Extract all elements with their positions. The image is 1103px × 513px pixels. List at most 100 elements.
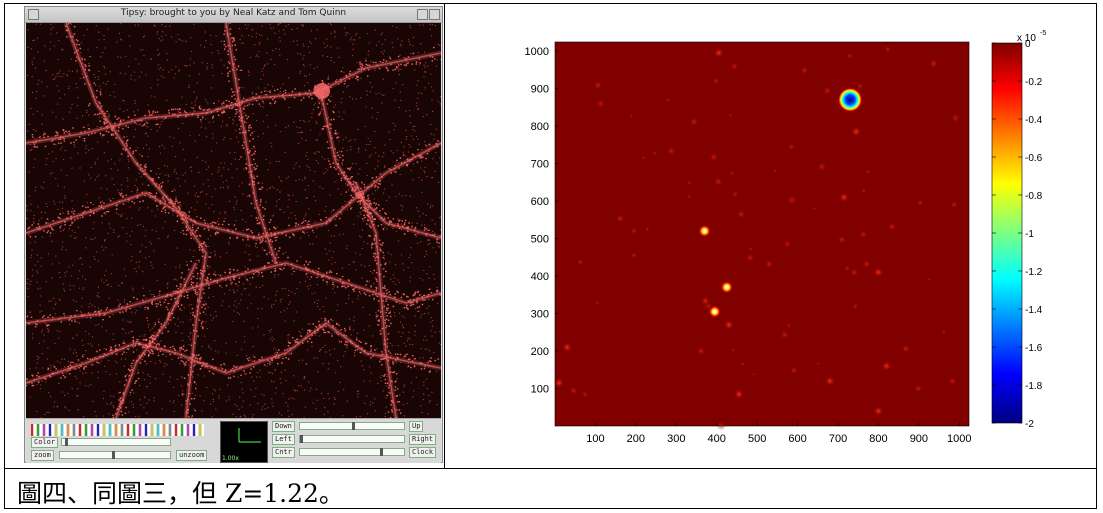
maximize-icon[interactable] (429, 9, 440, 20)
color-swatch[interactable] (88, 424, 90, 436)
color-swatch[interactable] (52, 424, 54, 436)
noise-blob (686, 180, 693, 186)
color-swatch[interactable] (73, 424, 75, 436)
simulation-view[interactable] (26, 23, 441, 418)
left-right-knob[interactable] (300, 435, 303, 443)
window-menu-icon[interactable] (28, 9, 39, 20)
color-swatch[interactable] (43, 424, 45, 436)
tipsy-window: Tipsy: brought to you by Neal Katz and T… (24, 6, 443, 463)
cntr-button[interactable]: Cntr (272, 447, 295, 458)
color-swatch[interactable] (172, 424, 174, 436)
filament-core (320, 92, 441, 239)
left-right-slider[interactable] (299, 435, 405, 443)
color-swatch[interactable] (103, 424, 105, 436)
clock-button[interactable]: Clock (409, 447, 437, 458)
left-button[interactable]: Left (272, 434, 295, 445)
color-swatch[interactable] (187, 424, 189, 436)
color-swatch[interactable] (121, 424, 123, 436)
noise-blob (800, 66, 809, 75)
right-button[interactable]: Right (409, 434, 437, 445)
colorbar-tick-label: -1.4 (1025, 305, 1043, 316)
window-titlebar[interactable]: Tipsy: brought to you by Neal Katz and T… (25, 7, 442, 23)
color-swatch[interactable] (85, 424, 87, 436)
density-chart: 100 200 300 400 500 600 700 800 900 1000 100 200 300… (510, 18, 1100, 448)
noise-blob (927, 277, 932, 282)
noise-blob (928, 58, 939, 69)
color-swatch[interactable] (112, 424, 114, 436)
color-swatch[interactable] (61, 424, 63, 436)
color-swatch[interactable] (193, 424, 195, 436)
zoom-slider-knob[interactable] (112, 451, 115, 459)
colorbar-tick-label: -0.6 (1025, 153, 1043, 164)
color-swatch[interactable] (142, 424, 144, 436)
zoom-slider[interactable] (59, 451, 171, 459)
color-swatch[interactable] (184, 424, 186, 436)
colormap-strip[interactable] (31, 421, 207, 436)
color-swatch[interactable] (97, 424, 99, 436)
color-swatch[interactable] (190, 424, 192, 436)
up-down-slider[interactable] (299, 422, 405, 430)
zoom-button[interactable]: zoom (31, 450, 54, 461)
color-swatch[interactable] (169, 424, 171, 436)
down-button[interactable]: Down (272, 421, 295, 432)
color-swatch[interactable] (181, 424, 183, 436)
color-button[interactable]: Color (31, 437, 59, 448)
noise-blob (702, 296, 709, 304)
color-swatch[interactable] (145, 424, 147, 436)
color-swatch[interactable] (40, 424, 42, 436)
heatmap-feature (851, 126, 862, 137)
minimize-icon[interactable] (417, 9, 428, 20)
color-swatch[interactable] (202, 424, 204, 436)
color-swatch[interactable] (199, 424, 201, 436)
noise-blob (815, 361, 820, 366)
color-swatch[interactable] (166, 424, 168, 436)
color-swatch[interactable] (31, 424, 33, 436)
color-swatch[interactable] (106, 424, 108, 436)
up-down-knob[interactable] (352, 422, 355, 430)
unzoom-button[interactable]: unzoom (176, 450, 208, 461)
color-swatch[interactable] (55, 424, 57, 436)
color-swatch[interactable] (127, 424, 129, 436)
clock-knob[interactable] (380, 448, 383, 456)
color-swatch[interactable] (124, 424, 126, 436)
color-swatch[interactable] (115, 424, 117, 436)
colorbar-tick-label: -0.8 (1025, 191, 1043, 202)
color-swatch[interactable] (100, 424, 102, 436)
color-swatch[interactable] (160, 424, 162, 436)
noise-blob (740, 361, 746, 367)
color-swatch[interactable] (118, 424, 120, 436)
color-swatch[interactable] (49, 424, 51, 436)
color-swatch[interactable] (82, 424, 84, 436)
color-swatch[interactable] (70, 424, 72, 436)
color-swatch[interactable] (178, 424, 180, 436)
color-slider-knob[interactable] (65, 438, 68, 446)
color-swatch[interactable] (196, 424, 198, 436)
color-swatch[interactable] (46, 424, 48, 436)
orientation-view[interactable]: 1.00x (220, 421, 268, 463)
color-swatch[interactable] (64, 424, 66, 436)
noise-blob (629, 113, 634, 118)
color-swatch[interactable] (94, 424, 96, 436)
noise-blob (630, 252, 638, 259)
color-swatch[interactable] (163, 424, 165, 436)
color-swatch[interactable] (109, 424, 111, 436)
color-swatch[interactable] (151, 424, 153, 436)
color-swatch[interactable] (175, 424, 177, 436)
clock-slider[interactable] (299, 448, 405, 456)
up-button[interactable]: Up (409, 421, 424, 432)
color-swatch[interactable] (148, 424, 150, 436)
color-swatch[interactable] (133, 424, 135, 436)
color-swatch[interactable] (37, 424, 39, 436)
color-swatch[interactable] (157, 424, 159, 436)
color-swatch[interactable] (139, 424, 141, 436)
color-swatch[interactable] (91, 424, 93, 436)
color-swatch[interactable] (76, 424, 78, 436)
color-swatch[interactable] (79, 424, 81, 436)
color-swatch[interactable] (67, 424, 69, 436)
color-slider[interactable] (61, 438, 171, 446)
color-swatch[interactable] (130, 424, 132, 436)
color-swatch[interactable] (136, 424, 138, 436)
color-swatch[interactable] (154, 424, 156, 436)
color-swatch[interactable] (34, 424, 36, 436)
color-swatch[interactable] (58, 424, 60, 436)
